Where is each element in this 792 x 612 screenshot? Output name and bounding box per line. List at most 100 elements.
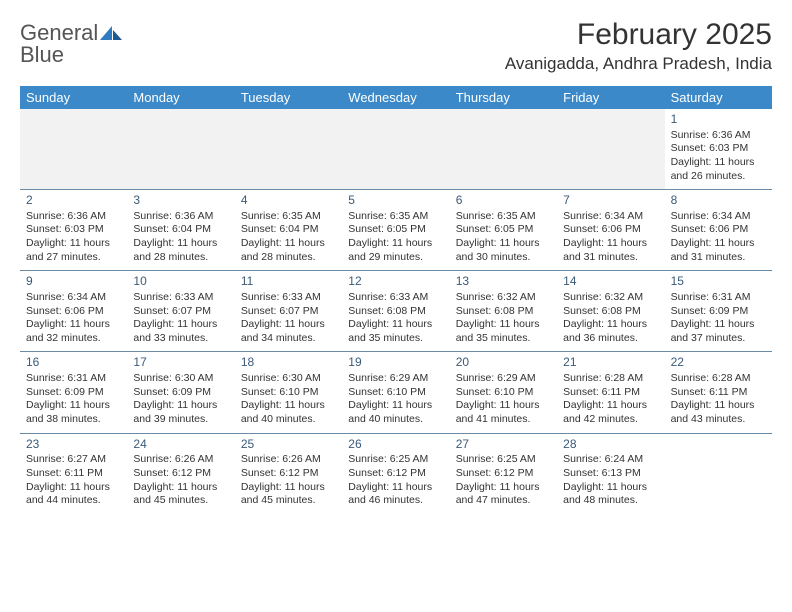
sunrise-line: Sunrise: 6:35 AM: [348, 210, 443, 224]
day-cell: 8Sunrise: 6:34 AMSunset: 6:06 PMDaylight…: [665, 190, 772, 270]
sunset-line: Sunset: 6:09 PM: [671, 305, 766, 319]
daylight-line: Daylight: 11 hours and 47 minutes.: [456, 481, 551, 508]
sunset-line: Sunset: 6:05 PM: [456, 223, 551, 237]
sunrise-line: Sunrise: 6:30 AM: [133, 372, 228, 386]
daylight-line: Daylight: 11 hours and 42 minutes.: [563, 399, 658, 426]
sunset-line: Sunset: 6:12 PM: [241, 467, 336, 481]
daylight-line: Daylight: 11 hours and 35 minutes.: [348, 318, 443, 345]
day-cell: 13Sunrise: 6:32 AMSunset: 6:08 PMDayligh…: [450, 271, 557, 351]
logo-text: General Blue: [20, 22, 122, 66]
day-number: 23: [26, 437, 121, 453]
weekday-sat: Saturday: [665, 86, 772, 109]
sunrise-line: Sunrise: 6:34 AM: [563, 210, 658, 224]
sunrise-line: Sunrise: 6:35 AM: [456, 210, 551, 224]
sunrise-line: Sunrise: 6:26 AM: [241, 453, 336, 467]
header: General Blue February 2025 Avanigadda, A…: [20, 18, 772, 74]
sunset-line: Sunset: 6:06 PM: [26, 305, 121, 319]
sunset-line: Sunset: 6:04 PM: [241, 223, 336, 237]
sunset-line: Sunset: 6:08 PM: [563, 305, 658, 319]
day-cell: 7Sunrise: 6:34 AMSunset: 6:06 PMDaylight…: [557, 190, 664, 270]
daylight-line: Daylight: 11 hours and 31 minutes.: [671, 237, 766, 264]
day-cell: [557, 109, 664, 189]
day-number: 10: [133, 274, 228, 290]
sunrise-line: Sunrise: 6:35 AM: [241, 210, 336, 224]
day-cell: 25Sunrise: 6:26 AMSunset: 6:12 PMDayligh…: [235, 434, 342, 514]
day-cell: 10Sunrise: 6:33 AMSunset: 6:07 PMDayligh…: [127, 271, 234, 351]
sunrise-line: Sunrise: 6:36 AM: [26, 210, 121, 224]
weekday-fri: Friday: [557, 86, 664, 109]
day-cell: [342, 109, 449, 189]
weekday-sun: Sunday: [20, 86, 127, 109]
sunrise-line: Sunrise: 6:33 AM: [133, 291, 228, 305]
day-number: 28: [563, 437, 658, 453]
daylight-line: Daylight: 11 hours and 36 minutes.: [563, 318, 658, 345]
sunset-line: Sunset: 6:06 PM: [671, 223, 766, 237]
day-cell: [450, 109, 557, 189]
day-cell: 24Sunrise: 6:26 AMSunset: 6:12 PMDayligh…: [127, 434, 234, 514]
daylight-line: Daylight: 11 hours and 32 minutes.: [26, 318, 121, 345]
sunrise-line: Sunrise: 6:32 AM: [563, 291, 658, 305]
day-number: 6: [456, 193, 551, 209]
daylight-line: Daylight: 11 hours and 26 minutes.: [671, 156, 766, 183]
daylight-line: Daylight: 11 hours and 43 minutes.: [671, 399, 766, 426]
day-cell: [127, 109, 234, 189]
daylight-line: Daylight: 11 hours and 38 minutes.: [26, 399, 121, 426]
day-cell: 6Sunrise: 6:35 AMSunset: 6:05 PMDaylight…: [450, 190, 557, 270]
day-number: 19: [348, 355, 443, 371]
daylight-line: Daylight: 11 hours and 45 minutes.: [133, 481, 228, 508]
sunset-line: Sunset: 6:10 PM: [348, 386, 443, 400]
sunrise-line: Sunrise: 6:31 AM: [671, 291, 766, 305]
weekday-thu: Thursday: [450, 86, 557, 109]
sunset-line: Sunset: 6:08 PM: [456, 305, 551, 319]
sunset-line: Sunset: 6:12 PM: [348, 467, 443, 481]
day-cell: 14Sunrise: 6:32 AMSunset: 6:08 PMDayligh…: [557, 271, 664, 351]
weekday-mon: Monday: [127, 86, 234, 109]
day-number: 4: [241, 193, 336, 209]
day-cell: 9Sunrise: 6:34 AMSunset: 6:06 PMDaylight…: [20, 271, 127, 351]
sunset-line: Sunset: 6:03 PM: [26, 223, 121, 237]
daylight-line: Daylight: 11 hours and 40 minutes.: [241, 399, 336, 426]
weeks-container: 1Sunrise: 6:36 AMSunset: 6:03 PMDaylight…: [20, 109, 772, 514]
sunrise-line: Sunrise: 6:28 AM: [671, 372, 766, 386]
weekday-tue: Tuesday: [235, 86, 342, 109]
sunrise-line: Sunrise: 6:33 AM: [241, 291, 336, 305]
day-cell: 15Sunrise: 6:31 AMSunset: 6:09 PMDayligh…: [665, 271, 772, 351]
sunrise-line: Sunrise: 6:26 AM: [133, 453, 228, 467]
sunrise-line: Sunrise: 6:34 AM: [26, 291, 121, 305]
week-row: 2Sunrise: 6:36 AMSunset: 6:03 PMDaylight…: [20, 189, 772, 270]
day-number: 22: [671, 355, 766, 371]
daylight-line: Daylight: 11 hours and 31 minutes.: [563, 237, 658, 264]
daylight-line: Daylight: 11 hours and 40 minutes.: [348, 399, 443, 426]
sunset-line: Sunset: 6:11 PM: [671, 386, 766, 400]
sunrise-line: Sunrise: 6:33 AM: [348, 291, 443, 305]
calendar: Sunday Monday Tuesday Wednesday Thursday…: [20, 86, 772, 514]
week-row: 9Sunrise: 6:34 AMSunset: 6:06 PMDaylight…: [20, 270, 772, 351]
day-cell: 19Sunrise: 6:29 AMSunset: 6:10 PMDayligh…: [342, 352, 449, 432]
daylight-line: Daylight: 11 hours and 45 minutes.: [241, 481, 336, 508]
sunset-line: Sunset: 6:08 PM: [348, 305, 443, 319]
sunrise-line: Sunrise: 6:34 AM: [671, 210, 766, 224]
location: Avanigadda, Andhra Pradesh, India: [505, 54, 772, 74]
sunset-line: Sunset: 6:07 PM: [133, 305, 228, 319]
sunset-line: Sunset: 6:03 PM: [671, 142, 766, 156]
day-number: 27: [456, 437, 551, 453]
day-cell: 5Sunrise: 6:35 AMSunset: 6:05 PMDaylight…: [342, 190, 449, 270]
day-number: 3: [133, 193, 228, 209]
sunset-line: Sunset: 6:10 PM: [456, 386, 551, 400]
sunset-line: Sunset: 6:13 PM: [563, 467, 658, 481]
day-cell: [665, 434, 772, 514]
month-title: February 2025: [505, 18, 772, 52]
daylight-line: Daylight: 11 hours and 37 minutes.: [671, 318, 766, 345]
day-cell: 20Sunrise: 6:29 AMSunset: 6:10 PMDayligh…: [450, 352, 557, 432]
sunset-line: Sunset: 6:04 PM: [133, 223, 228, 237]
day-cell: 23Sunrise: 6:27 AMSunset: 6:11 PMDayligh…: [20, 434, 127, 514]
sunset-line: Sunset: 6:12 PM: [133, 467, 228, 481]
day-number: 1: [671, 112, 766, 128]
daylight-line: Daylight: 11 hours and 29 minutes.: [348, 237, 443, 264]
logo: General Blue: [20, 18, 122, 66]
sunset-line: Sunset: 6:09 PM: [133, 386, 228, 400]
sunset-line: Sunset: 6:07 PM: [241, 305, 336, 319]
day-cell: 2Sunrise: 6:36 AMSunset: 6:03 PMDaylight…: [20, 190, 127, 270]
title-block: February 2025 Avanigadda, Andhra Pradesh…: [505, 18, 772, 74]
day-cell: 12Sunrise: 6:33 AMSunset: 6:08 PMDayligh…: [342, 271, 449, 351]
